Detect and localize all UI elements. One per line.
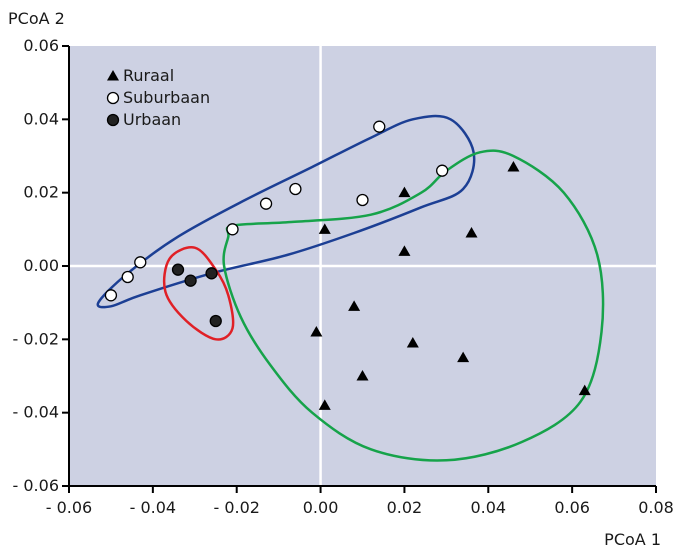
point-suburbaan <box>104 289 118 302</box>
point-ruraal <box>318 399 331 410</box>
point-ruraal <box>578 384 591 396</box>
y-tick-label: - 0.02 <box>13 329 59 348</box>
x-tick-label: - 0.04 <box>130 498 176 517</box>
point-ruraal <box>348 300 361 311</box>
axes: - 0.06 - 0.04 - 0.02 0.00 0.02 0.04 0.06 0.08 0.… <box>13 36 674 517</box>
y-tick-label: - 0.04 <box>13 403 59 422</box>
legend-label-suburbaan: Suburbaan <box>123 88 210 107</box>
data-points <box>104 120 591 410</box>
x-axis-title: PCoA 1 <box>604 530 661 549</box>
point-ruraal <box>398 245 411 256</box>
legend: Ruraal Suburbaan Urbaan <box>106 66 210 129</box>
enclosure-ruraal <box>222 149 605 462</box>
point-suburbaan <box>134 256 147 269</box>
point-ruraal <box>507 161 520 172</box>
point-suburbaan <box>356 193 369 207</box>
point-ruraal <box>318 223 331 234</box>
x-tick-label: - 0.06 <box>46 498 92 517</box>
enclosure-urbaan <box>162 246 235 341</box>
y-tick-label: 0.02 <box>23 183 59 202</box>
point-ruraal <box>465 227 478 238</box>
point-suburbaan <box>373 120 386 133</box>
y-tick-label: 0.06 <box>23 36 59 55</box>
y-tick-label: - 0.06 <box>13 476 59 495</box>
x-tick-label: 0.04 <box>470 498 506 517</box>
point-ruraal <box>310 326 323 337</box>
point-suburbaan <box>289 182 302 196</box>
y-axis-title: PCoA 2 <box>8 9 65 28</box>
x-tick-label: 0.08 <box>638 498 674 517</box>
point-urbaan <box>209 314 222 328</box>
point-urbaan <box>184 274 197 287</box>
point-suburbaan <box>226 223 239 236</box>
x-tick-label: - 0.02 <box>213 498 259 517</box>
legend-label-urbaan: Urbaan <box>123 110 181 129</box>
legend-label-ruraal: Ruraal <box>123 66 174 85</box>
point-urbaan <box>205 267 218 280</box>
point-ruraal <box>356 370 369 381</box>
legend-marker-suburbaan <box>106 91 120 105</box>
y-tick-label: 0.04 <box>23 109 59 128</box>
point-suburbaan <box>436 164 449 177</box>
x-tick-label: 0.06 <box>554 498 590 517</box>
x-tick-label: 0.02 <box>387 498 423 517</box>
point-suburbaan <box>259 197 273 210</box>
point-urbaan <box>171 263 185 276</box>
point-ruraal <box>406 337 419 348</box>
legend-marker-urbaan <box>106 113 120 127</box>
y-tick-label: 0.00 <box>23 256 59 275</box>
point-suburbaan <box>121 270 134 284</box>
legend-marker-ruraal <box>107 70 119 81</box>
point-ruraal <box>457 351 470 363</box>
point-ruraal <box>398 186 411 198</box>
x-tick-label: 0.00 <box>303 498 339 517</box>
